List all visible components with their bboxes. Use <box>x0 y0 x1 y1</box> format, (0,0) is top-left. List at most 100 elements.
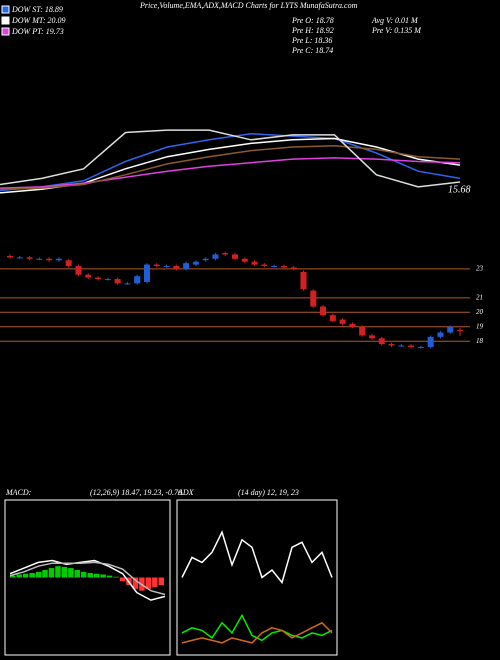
histogram-bar <box>48 568 55 578</box>
histogram-bar <box>55 566 61 578</box>
candle-body <box>192 261 199 265</box>
candle-body <box>153 264 160 267</box>
candle-body <box>349 323 356 327</box>
candle-body <box>173 266 180 269</box>
histogram-bar <box>106 575 113 578</box>
line <box>0 157 461 189</box>
histogram-bar <box>158 577 164 586</box>
candle-body <box>7 255 13 258</box>
y-tick-label: 23 <box>476 265 484 273</box>
candle-body <box>417 346 424 348</box>
candle-body <box>251 261 258 265</box>
candle-body <box>124 283 131 285</box>
candle-body <box>16 257 23 259</box>
adx-panel <box>176 499 338 656</box>
histogram-bar <box>93 573 100 578</box>
candle-body <box>290 267 297 269</box>
macd-title: MACD: <box>5 488 32 497</box>
histogram-bar <box>132 577 139 589</box>
y-tick-label: 20 <box>476 308 484 316</box>
adx-title: ADX <box>177 488 195 497</box>
price-area <box>0 0 500 500</box>
candle-body <box>75 266 82 275</box>
candle-body <box>280 266 287 268</box>
line <box>181 530 333 585</box>
histogram-bar <box>10 575 16 578</box>
candle-body <box>427 336 434 347</box>
candle-body <box>212 254 219 259</box>
candle-body <box>114 279 121 284</box>
candle-body <box>134 276 141 284</box>
histogram-bar <box>81 571 87 578</box>
histogram-bar <box>29 572 35 578</box>
candle-body <box>261 264 268 267</box>
histogram-bar <box>145 577 152 589</box>
y-tick-label: 21 <box>476 293 483 301</box>
candle-body <box>378 338 385 345</box>
histogram-bar <box>119 577 126 582</box>
candle-body <box>104 279 111 281</box>
candle-body <box>310 290 317 307</box>
legend-swatch <box>1 27 10 36</box>
legend-label: DOW PT: 19.73 <box>11 27 64 36</box>
candle-body <box>339 319 346 324</box>
candle-body <box>388 344 395 346</box>
legend-label: DOW MT: 20.09 <box>11 16 66 25</box>
stat: Pre O: 18.78 <box>291 16 334 25</box>
candle-body <box>408 345 415 347</box>
histogram-bar <box>61 566 68 578</box>
candle-body <box>241 258 248 262</box>
histogram-bar <box>100 574 106 578</box>
macd-subtitle: (12,26,9) 18.47, 19.23, -0.76 <box>90 488 182 497</box>
candle-body <box>85 274 92 278</box>
candle-body <box>271 266 278 268</box>
histogram-bar <box>68 568 74 578</box>
candle-body <box>437 332 444 337</box>
candle-body <box>202 258 209 261</box>
candle-body <box>36 258 43 260</box>
price-label: 15.68 <box>448 184 471 195</box>
adx-subtitle: (14 day) 12, 19, 23 <box>238 488 299 497</box>
candle-body <box>163 266 170 268</box>
candle-body <box>447 326 454 333</box>
histogram-bar <box>22 573 29 578</box>
stat: Pre V: 0.135 M <box>371 26 422 35</box>
candle-body <box>183 263 190 269</box>
stat: Pre C: 18.74 <box>291 46 333 55</box>
candle-body <box>457 329 463 331</box>
candle-body <box>368 335 375 339</box>
candle-body <box>143 264 150 282</box>
candle-body <box>46 258 53 261</box>
histogram-bar <box>113 576 119 578</box>
legend-swatch <box>1 16 10 25</box>
line <box>0 132 461 192</box>
histogram-bar <box>42 569 48 578</box>
histogram-bar <box>87 572 93 578</box>
histogram-bar <box>16 574 22 578</box>
candle-body <box>55 258 62 261</box>
histogram-bar <box>152 577 158 587</box>
stat: Pre L: 18.36 <box>291 36 332 45</box>
candle-body <box>222 253 229 255</box>
line <box>181 621 333 644</box>
candle-body <box>320 306 327 316</box>
candle-body <box>398 345 405 347</box>
y-tick-label: 19 <box>476 322 484 330</box>
line <box>9 561 166 596</box>
candle-body <box>65 260 72 267</box>
y-tick-label: 18 <box>476 337 484 345</box>
histogram-bar <box>35 571 42 578</box>
histogram-bar <box>74 569 81 578</box>
stat: Avg V: 0.01 M <box>371 16 419 25</box>
stat: Pre H: 18.92 <box>291 26 334 35</box>
candle-body <box>232 254 238 259</box>
title: Price,Volume,EMA,ADX,MACD Charts for LYT… <box>139 1 358 10</box>
legend-label: DOW ST: 18.89 <box>11 5 63 14</box>
candle-body <box>359 326 366 336</box>
candle-body <box>329 315 336 321</box>
legend-swatch <box>1 5 10 14</box>
candle-body <box>300 271 307 290</box>
line <box>9 559 166 601</box>
line <box>0 129 461 188</box>
